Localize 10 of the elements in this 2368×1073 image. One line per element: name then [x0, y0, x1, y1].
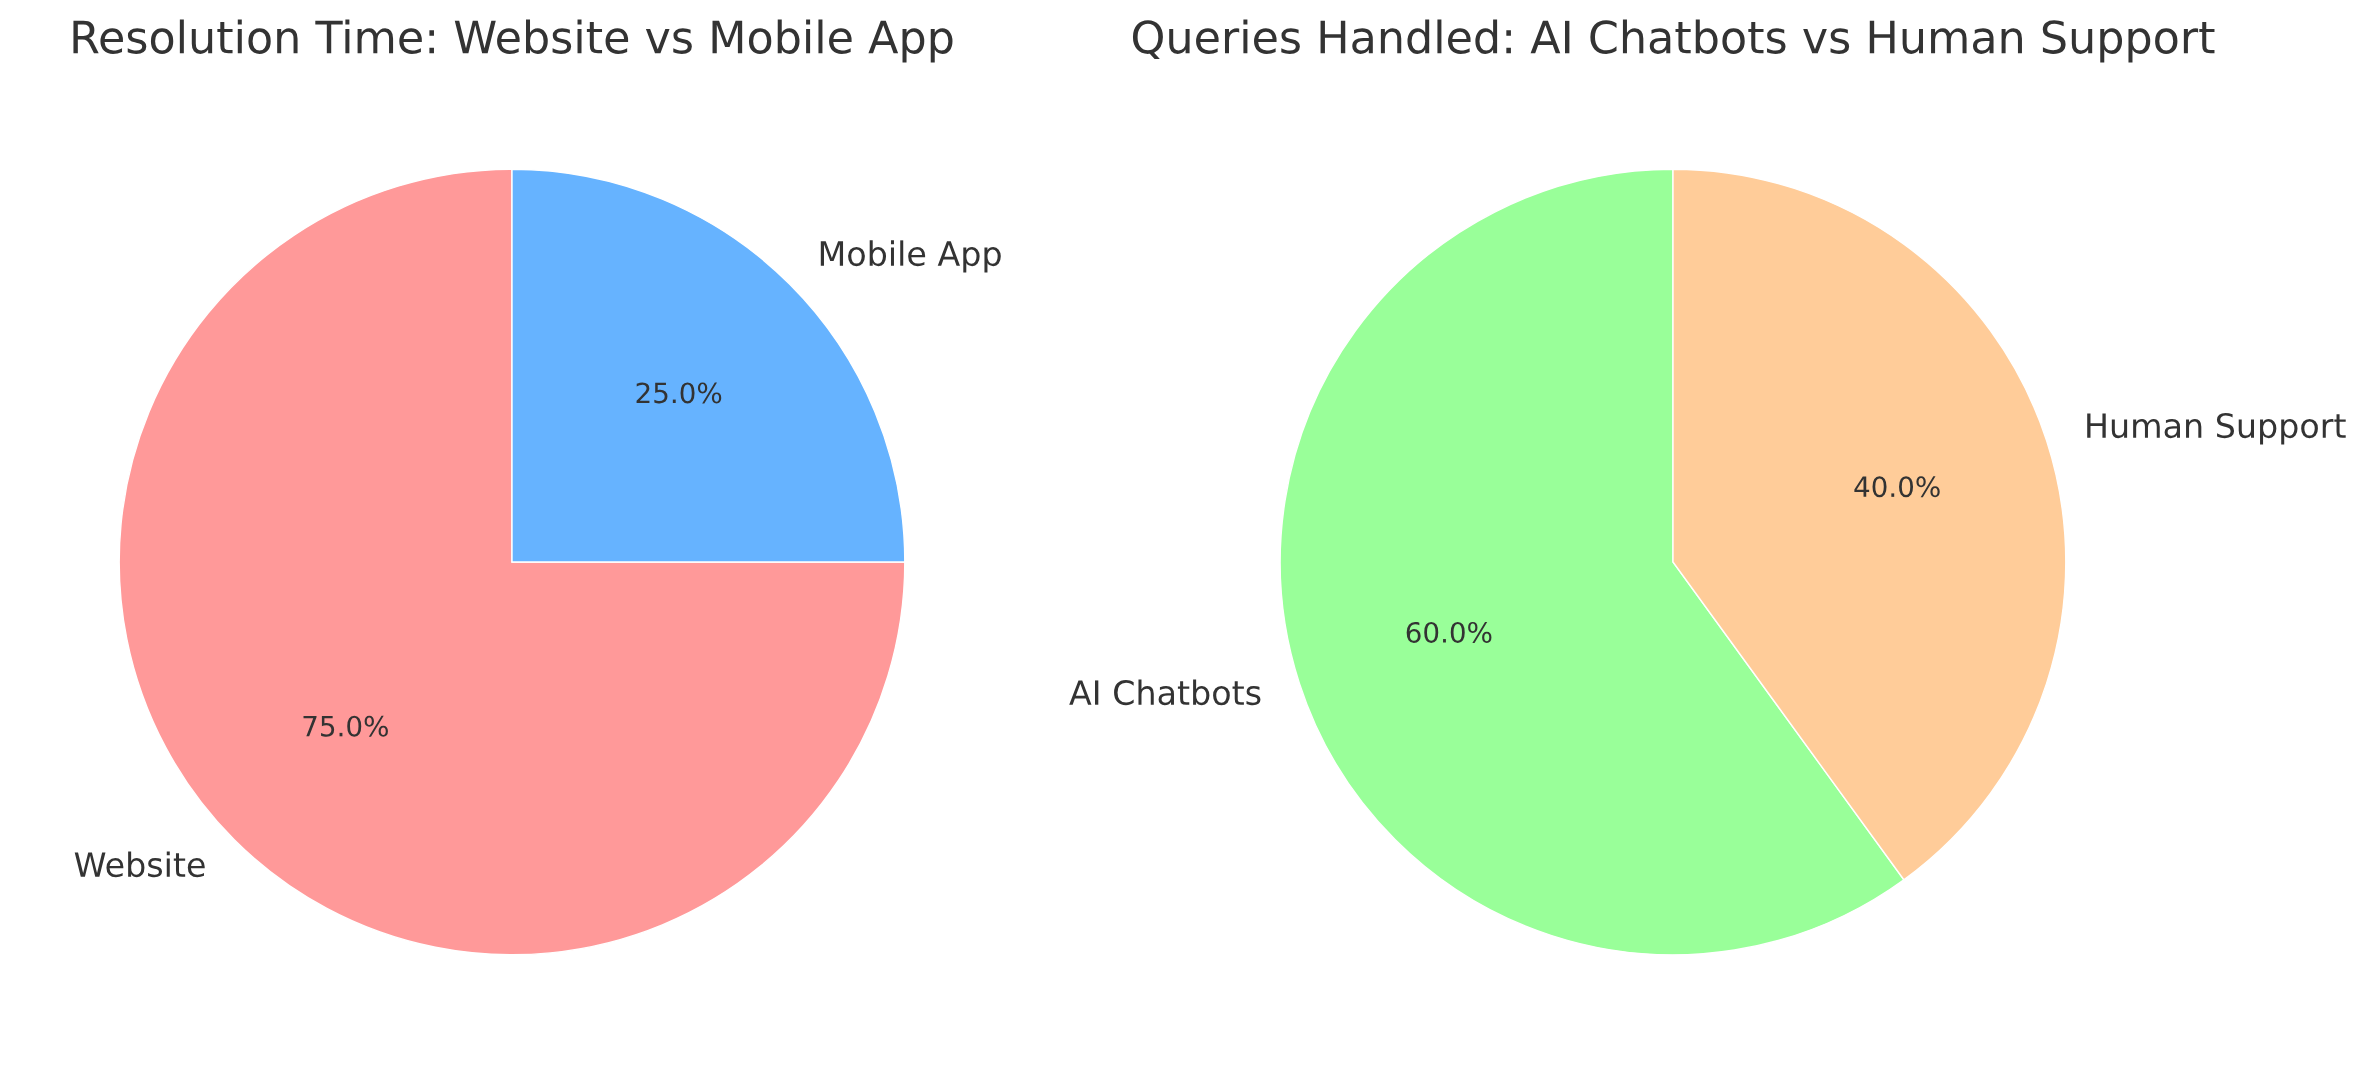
data-label: 40.0% — [1854, 476, 1940, 498]
data-label: 25.0% — [636, 382, 722, 404]
slice-label: Human Support — [2087, 412, 2346, 445]
chart-title: Queries Handled: AI Chatbots vs Human Support — [1132, 19, 2215, 63]
slice-label: Website — [74, 851, 205, 878]
data-label: 75.0% — [303, 715, 388, 737]
data-label: 60.0% — [1406, 621, 1492, 643]
slice-label: Mobile App — [820, 240, 1001, 273]
slice-label: AI Chatbots — [1069, 679, 1261, 706]
chart-title: Resolution Time: Website vs Mobile App — [73, 19, 953, 63]
